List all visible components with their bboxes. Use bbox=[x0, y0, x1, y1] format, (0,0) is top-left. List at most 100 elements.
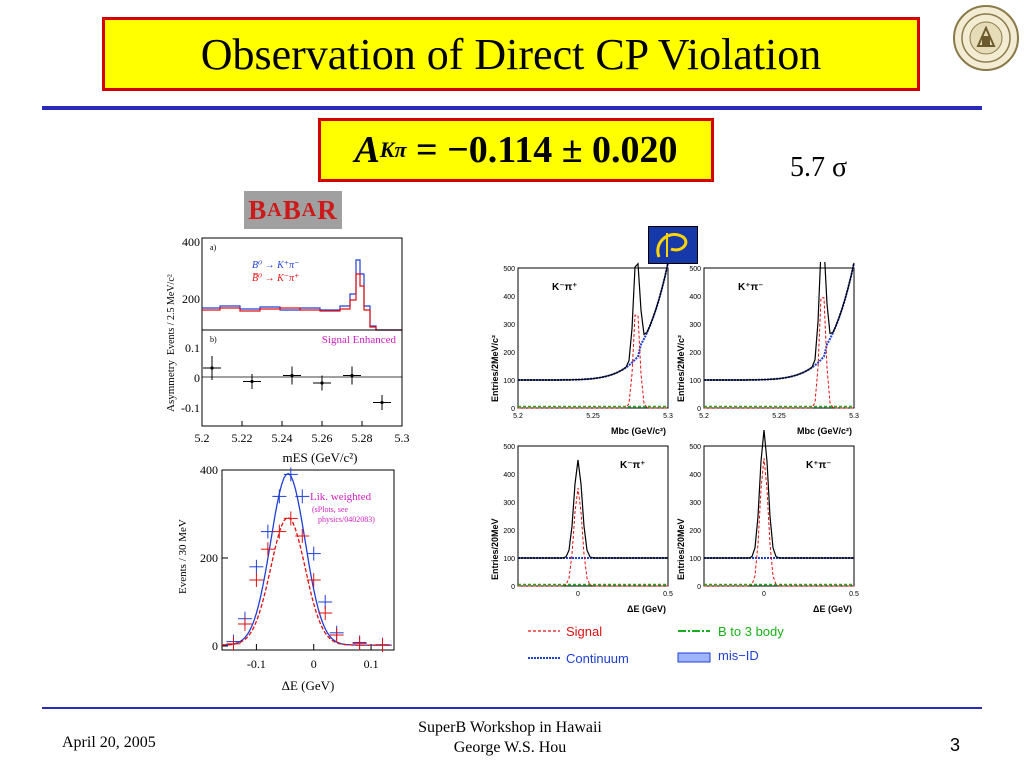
belle-xtick-label: 0 bbox=[762, 591, 766, 598]
belle-xlabel: ΔE (GeV) bbox=[813, 604, 852, 614]
footer-author: George W.S. Hou bbox=[453, 739, 567, 756]
formula-value: = −0.114 ± 0.020 bbox=[415, 129, 678, 171]
de-xtick-label: -0.1 bbox=[247, 657, 266, 671]
panel-a-ytick-400: 400 bbox=[182, 235, 200, 249]
asymmetry-point bbox=[320, 381, 324, 385]
belle-continuum-curve bbox=[518, 262, 669, 381]
belle-total-curve bbox=[518, 262, 669, 381]
de-xtick-label: 0 bbox=[311, 657, 317, 671]
belle-signal-curve bbox=[518, 487, 668, 587]
slide-title: Observation of Direct CP Violation bbox=[200, 29, 822, 79]
belle-ytick-label: 100 bbox=[689, 378, 701, 385]
babar-de-plot: Events / 30 MeV 400 200 0 -0.1 0 0.1 ΔE (GeV… bbox=[177, 466, 395, 693]
belle-ytick-label: 100 bbox=[503, 378, 515, 385]
belle-signal-curve bbox=[518, 314, 668, 409]
belle-ylabel: Entries/20MeV bbox=[490, 518, 500, 580]
belle-xtick-label: 5.25 bbox=[586, 413, 600, 420]
belle-panel-frame bbox=[703, 445, 855, 587]
de-ytick-label: 200 bbox=[200, 551, 218, 565]
belle-signal-curve bbox=[704, 457, 854, 587]
asymmetry-point bbox=[250, 379, 254, 384]
lik-weighted-label: Lik. weighted bbox=[310, 491, 372, 503]
belle-ytick-label: 0 bbox=[511, 584, 515, 591]
belle-ytick-label: 300 bbox=[503, 500, 515, 507]
belle-ytick-label: 0 bbox=[697, 406, 701, 413]
belle-total-curve bbox=[518, 459, 668, 559]
splots-note-1: (sPlots, see bbox=[312, 505, 348, 514]
legend-misid: mis−ID bbox=[718, 648, 759, 663]
belle-panel-label: K⁺π⁻ bbox=[806, 460, 831, 471]
legend-signal: Signal bbox=[566, 624, 602, 639]
belle-ytick-label: 400 bbox=[503, 472, 515, 479]
legend-continuum: Continuum bbox=[566, 651, 629, 666]
title-divider bbox=[42, 106, 982, 110]
page-number: 3 bbox=[950, 735, 961, 755]
belle-panel: K⁺π⁻ Entries/20MeV 500 400 300 200 100 0 0 0.5 ΔE … bbox=[676, 429, 859, 614]
belle-panel-frame bbox=[517, 445, 669, 587]
legend-b0bar: B̅⁰ → K⁻π⁺ bbox=[252, 273, 299, 284]
panel-b-ytick-0: 0.1 bbox=[185, 341, 200, 355]
belle-signal-curve bbox=[704, 297, 854, 409]
belle-total-curve bbox=[704, 429, 854, 559]
belle-ytick-label: 300 bbox=[689, 500, 701, 507]
belle-panel-label: K⁻π⁺ bbox=[620, 460, 645, 471]
belle-panel: K⁻π⁺ Entries/2MeV/c² 500 400 300 200 100 05.2 5.… bbox=[490, 262, 673, 436]
belle-ytick-label: 300 bbox=[503, 322, 515, 329]
formula-subscript: Kπ bbox=[379, 137, 407, 162]
panel-b-tag: b) bbox=[210, 335, 217, 344]
belle-logo bbox=[648, 226, 698, 264]
panel-a-ylabel: Events / 2.5 MeV/c² bbox=[166, 274, 177, 355]
belle-total-curve bbox=[704, 262, 855, 381]
belle-ytick-label: 200 bbox=[689, 528, 701, 535]
belle-ylabel: Entries/2MeV/c² bbox=[490, 335, 500, 402]
belle-ytick-label: 0 bbox=[697, 584, 701, 591]
de-ylabel: Events / 30 MeV bbox=[177, 519, 189, 594]
mes-xtick-label: 5.26 bbox=[312, 431, 333, 445]
de-fit-curve bbox=[222, 516, 392, 646]
footer-center: SuperB Workshop in Hawaii George W.S. Ho… bbox=[370, 718, 650, 758]
belle-ytick-label: 100 bbox=[689, 556, 701, 563]
belle-ytick-label: 200 bbox=[689, 350, 701, 357]
panel-b-ytick-1: 0 bbox=[194, 371, 200, 385]
babar-mes-plot: a) 400 200 Events / 2.5 MeV/c² B⁰ → K⁺π⁻… bbox=[165, 235, 410, 465]
b0-histogram bbox=[202, 259, 402, 331]
splots-note-2: physics/0402083) bbox=[318, 515, 375, 524]
asymmetry-point bbox=[210, 366, 214, 370]
de-xticks: -0.1 0 0.1 bbox=[247, 644, 379, 671]
asymmetry-formula: A Kπ = −0.114 ± 0.020 bbox=[318, 118, 714, 182]
mes-xtick-label: 5.22 bbox=[232, 431, 253, 445]
belle-ytick-label: 500 bbox=[689, 444, 701, 451]
de-ytick-label: 400 bbox=[200, 466, 218, 477]
belle-panel-frame bbox=[703, 267, 855, 409]
footer-date: April 20, 2005 bbox=[62, 734, 156, 751]
mes-xtick-label: 5.3 bbox=[395, 431, 410, 445]
belle-panel: K⁻π⁺ Entries/20MeV 500 400 300 200 100 0 0 0.5 ΔE … bbox=[490, 444, 673, 614]
belle-ytick-label: 400 bbox=[689, 294, 701, 301]
de-yticks: 400 200 0 bbox=[200, 466, 228, 653]
asymmetry-point bbox=[350, 373, 354, 378]
legend-b3body: B to 3 body bbox=[718, 624, 784, 639]
significance: 5.7 σ bbox=[790, 152, 848, 183]
belle-ytick-label: 200 bbox=[503, 350, 515, 357]
title-box: Observation of Direct CP Violation bbox=[102, 17, 920, 91]
panel-a-ytick-200: 200 bbox=[182, 292, 200, 306]
de-xtick-label: 0.1 bbox=[364, 657, 379, 671]
de-xlabel: ΔE (GeV) bbox=[282, 678, 335, 693]
belle-xlabel: Mbc (GeV/c²) bbox=[797, 426, 852, 436]
signal-enhanced-label: Signal Enhanced bbox=[322, 334, 397, 346]
belle-xtick-label: 5.2 bbox=[699, 413, 709, 420]
asymmetry-points bbox=[203, 356, 391, 410]
mes-xtick-label: 5.24 bbox=[272, 431, 293, 445]
belle-ytick-label: 0 bbox=[511, 406, 515, 413]
belle-xtick-label: 5.3 bbox=[663, 413, 673, 420]
footer-event: SuperB Workshop in Hawaii bbox=[418, 719, 602, 736]
belle-xtick-label: 5.25 bbox=[772, 413, 786, 420]
belle-ytick-label: 500 bbox=[503, 444, 515, 451]
belle-ytick-label: 300 bbox=[689, 322, 701, 329]
belle-ytick-label: 400 bbox=[689, 472, 701, 479]
belle-panel-frame bbox=[517, 267, 669, 409]
belle-ylabel: Entries/2MeV/c² bbox=[676, 335, 686, 402]
asymmetry-point bbox=[290, 373, 294, 378]
